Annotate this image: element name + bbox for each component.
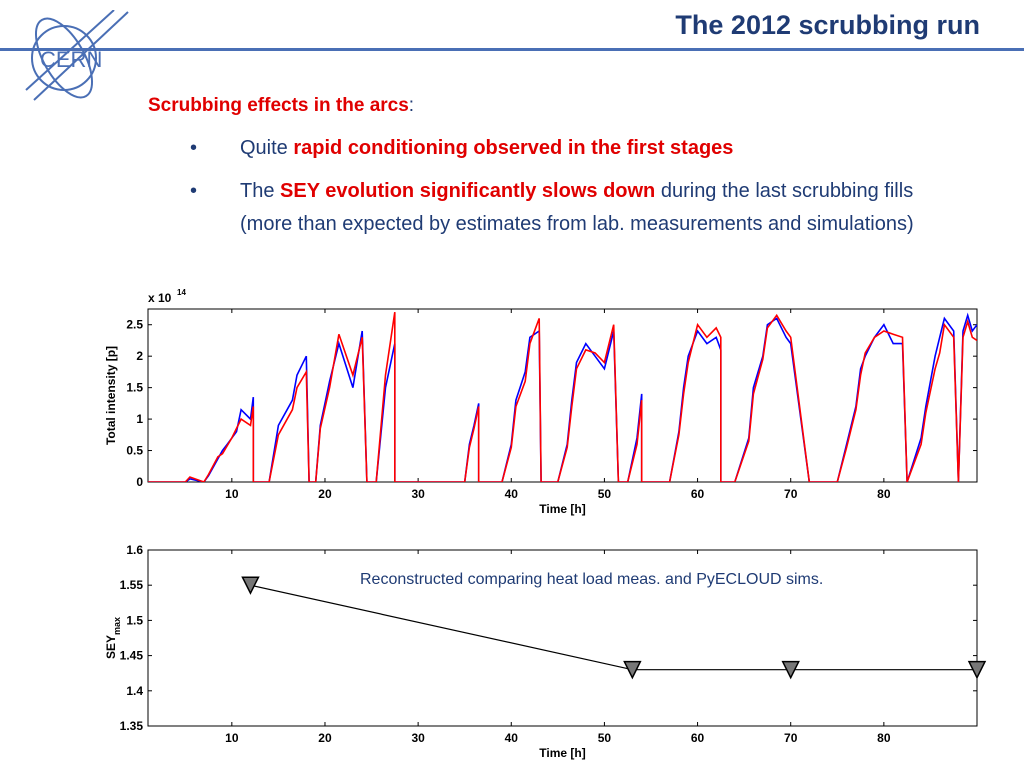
x-tick-label: 20 — [318, 487, 332, 501]
x-tick-label: 50 — [598, 487, 612, 501]
bullet-2-symbol: • — [190, 180, 198, 202]
x-tick-label: 60 — [691, 487, 705, 501]
y-axis-label-subscript: max — [112, 617, 122, 635]
x-tick-label: 60 — [691, 731, 705, 745]
x-tick-label: 80 — [877, 487, 891, 501]
x-tick-label: 30 — [411, 731, 425, 745]
x-tick-label: 30 — [411, 487, 425, 501]
section-heading-text: Scrubbing effects in the arcs — [148, 95, 409, 116]
y-tick-label: 2.5 — [126, 318, 143, 332]
data-point-marker — [241, 576, 260, 595]
bullet-1-symbol: • — [190, 137, 198, 159]
x-tick-label: 70 — [784, 487, 798, 501]
y-tick-label: 1 — [136, 412, 143, 426]
y-tick-label: 2 — [136, 349, 143, 363]
y-tick-label: 1.5 — [126, 613, 143, 627]
data-point-marker — [967, 660, 987, 680]
data-point-marker — [781, 660, 800, 680]
bullet-1: Quite rapid conditioning observed in the… — [240, 132, 970, 165]
intensity-chart: 10 20 30 40 50 60 70 80 0 0.5 1 1.5 2 2.5 Time [h] Tota… — [104, 288, 978, 516]
bullet-2-tail: during the last scrubbing fills (more th… — [240, 180, 914, 235]
x-tick-label: 40 — [505, 487, 519, 501]
x-axis-label: Time [h] — [539, 746, 585, 760]
y-tick-label: 1.4 — [126, 684, 143, 698]
header-rule — [0, 48, 1024, 51]
y-tick-label: 1.45 — [120, 649, 144, 663]
plot-frame — [147, 308, 978, 483]
x-tick-label: 10 — [225, 487, 239, 501]
y-tick-label: 1.5 — [126, 381, 143, 395]
x-tick-label: 80 — [877, 731, 891, 745]
chart-annotation: Reconstructed comparing heat load meas. … — [360, 571, 823, 588]
x-tick-label: 20 — [318, 731, 332, 745]
bullet-2-emph: SEY evolution significantly slows down — [280, 180, 656, 202]
plot-frame — [147, 549, 978, 727]
y-tick-label: 1.35 — [120, 719, 144, 733]
x-tick-label: 40 — [505, 731, 519, 745]
bullet-1-emph: rapid conditioning observed in the first… — [293, 137, 734, 159]
sey-chart: 10 20 30 40 50 60 70 80 1.35 1.4 1.45 1.5 1.55 1.6 Tim… — [104, 543, 987, 760]
x-tick-label: 10 — [225, 731, 239, 745]
logo-text: CERN — [40, 47, 102, 72]
bullet-2-lead: The — [240, 180, 281, 202]
cern-logo: CERN — [25, 10, 129, 101]
x-tick-label: 50 — [598, 731, 612, 745]
axis-multiplier: x 10 — [148, 291, 172, 305]
y-axis-label: Total intensity [p] — [104, 346, 118, 445]
data-point-marker — [623, 660, 642, 680]
bullet-2: The SEY evolution significantly slows do… — [240, 175, 970, 241]
series-line-1 — [250, 584, 977, 671]
y-tick-label: 1.6 — [126, 543, 143, 557]
section-heading-colon: : — [408, 95, 415, 116]
bullet-1-lead: Quite — [240, 137, 294, 159]
x-tick-label: 70 — [784, 731, 798, 745]
page-title: The 2012 scrubbing run — [675, 10, 980, 40]
y-tick-label: 1.55 — [120, 578, 144, 592]
section-heading: Scrubbing effects in the arcs: — [148, 95, 414, 117]
y-tick-label: 0.5 — [126, 444, 143, 458]
series-line-2 — [148, 311, 977, 482]
series-line-1 — [148, 312, 977, 482]
x-axis-label: Time [h] — [539, 502, 585, 516]
axis-multiplier-exponent: 14 — [177, 288, 186, 297]
y-tick-label: 0 — [136, 475, 143, 489]
